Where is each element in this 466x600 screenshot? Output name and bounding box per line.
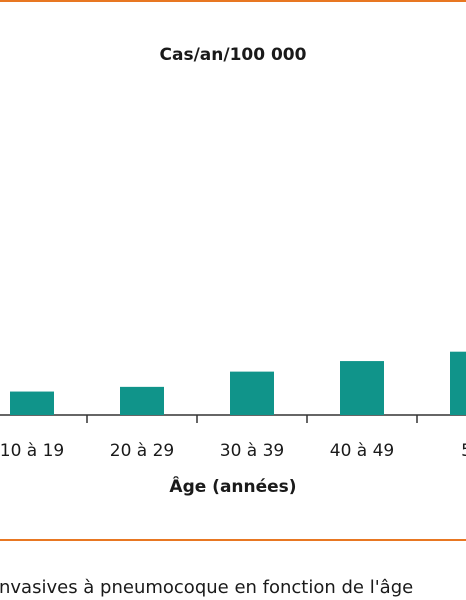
bottom-rule [0, 539, 466, 541]
bar-3 [230, 371, 274, 415]
x-tick-label: 40 à 49 [330, 441, 395, 461]
x-tick-label: 10 à 19 [0, 441, 64, 461]
bar-1 [10, 391, 54, 415]
bar-2 [120, 386, 164, 415]
x-axis-label: Âge (années) [169, 477, 297, 497]
x-tick-label: 50 [461, 441, 466, 461]
x-tick-label: 30 à 39 [220, 441, 285, 461]
y-axis-label: Cas/an/100 000 [159, 45, 307, 65]
x-tick-label: 20 à 29 [110, 441, 175, 461]
figure-caption: invasives à pneumocoque en fonction de l… [0, 577, 414, 598]
bar-5 [450, 351, 466, 415]
top-rule [0, 0, 466, 2]
bar-chart: 10 à 19 20 à 29 30 à 39 40 à 49 50 [0, 351, 466, 461]
bar-4 [340, 361, 384, 415]
